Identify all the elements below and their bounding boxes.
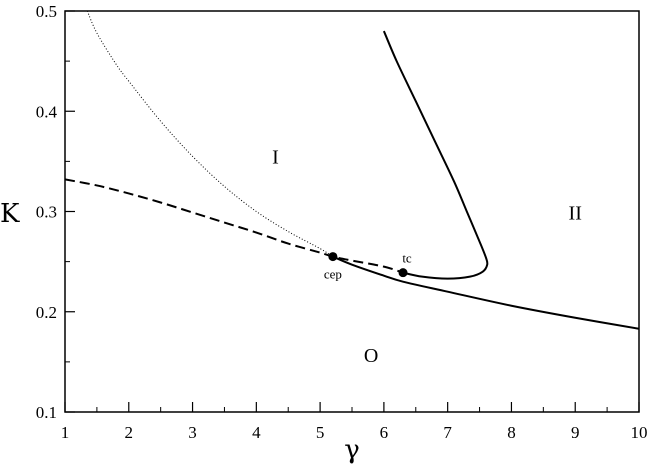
x-tick-label: 3 <box>188 423 197 442</box>
region-label: O <box>364 345 378 367</box>
points-layer: cep tc <box>324 251 412 282</box>
x-tick-label: 2 <box>125 423 134 442</box>
x-tick-label: 6 <box>380 423 389 442</box>
y-tick-label: 0.3 <box>36 203 57 222</box>
y-tick-label: 0.1 <box>36 403 57 422</box>
x-tick-label: 5 <box>316 423 325 442</box>
point-label-tc: tc <box>402 251 412 266</box>
series-layer <box>64 10 640 330</box>
y-tick-label: 0.2 <box>36 303 57 322</box>
x-tick-label: 7 <box>443 423 452 442</box>
y-tick-label: 0.5 <box>36 2 57 21</box>
y-axis-title: K <box>0 199 20 229</box>
series-solid-line-3 <box>382 30 489 280</box>
plot-frame <box>64 10 640 413</box>
x-tick-label: 10 <box>631 423 648 442</box>
region-label: II <box>569 203 582 225</box>
point-label-cep: cep <box>324 267 342 282</box>
region-label: I <box>272 146 279 168</box>
axis-ticks <box>64 10 640 413</box>
series-dashed-line-0 <box>64 178 404 274</box>
point-tc <box>398 268 408 278</box>
x-tick-label: 4 <box>252 423 261 442</box>
axis-tick-labels: 1 2 3 4 5 6 7 8 9 10 0.1 0.2 0.3 0.4 0.5 <box>36 2 648 442</box>
point-cep <box>328 252 338 262</box>
y-tick-label: 0.4 <box>36 102 58 121</box>
x-tick-label: 8 <box>507 423 516 442</box>
series-dotted-line-1 <box>86 10 334 258</box>
series-solid-line-2 <box>332 255 640 330</box>
x-axis-title: γ <box>344 435 360 465</box>
x-tick-label: 9 <box>571 423 580 442</box>
x-tick-label: 1 <box>61 423 70 442</box>
